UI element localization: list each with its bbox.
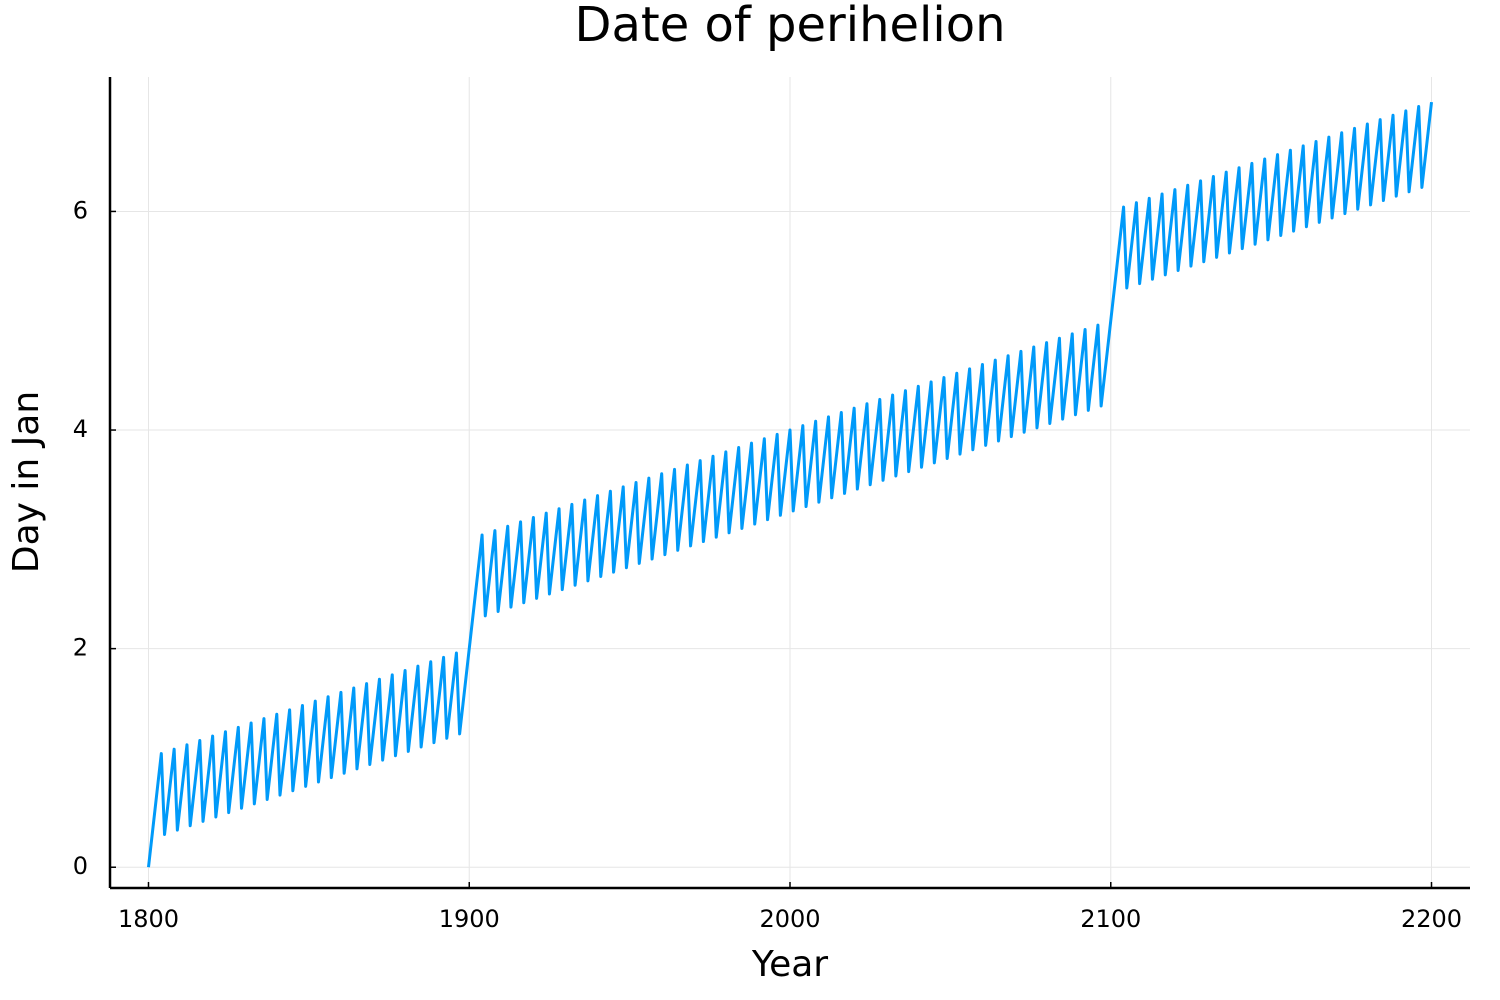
x-tick-label: 1800 xyxy=(118,905,179,933)
y-tick-label: 4 xyxy=(73,415,88,443)
y-axis-label: Day in Jan xyxy=(6,391,47,573)
x-tick-label: 2000 xyxy=(759,905,820,933)
y-tick-label: 0 xyxy=(73,852,88,880)
x-axis-label: Year xyxy=(751,944,828,985)
y-tick-label: 2 xyxy=(73,634,88,662)
x-tick-label: 2100 xyxy=(1080,905,1141,933)
chart-title: Date of perihelion xyxy=(575,0,1006,53)
y-tick-label: 6 xyxy=(73,196,88,224)
data-line xyxy=(146,101,1434,868)
x-tick-label: 1900 xyxy=(439,905,500,933)
x-tick-label: 2200 xyxy=(1401,905,1462,933)
